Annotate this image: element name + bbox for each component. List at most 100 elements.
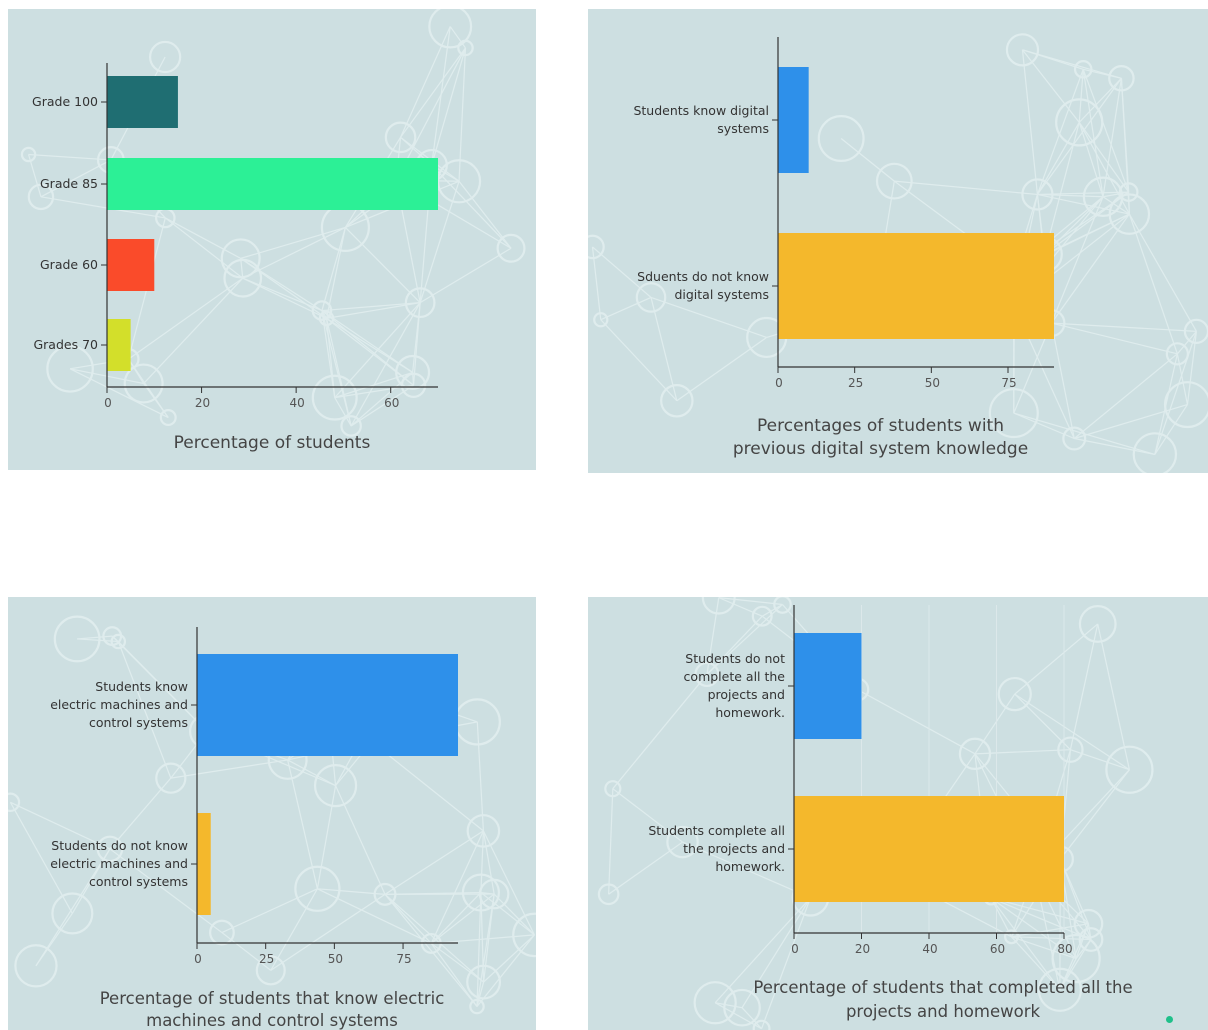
network-link	[1082, 69, 1130, 193]
chart-title-electric-machines: Percentage of students that know electri…	[8, 988, 536, 1030]
network-link	[334, 371, 413, 399]
network-link	[1078, 122, 1130, 193]
network-link	[476, 934, 535, 1007]
bar	[794, 633, 862, 739]
network-link	[1059, 769, 1130, 860]
category-label: Grade 100	[32, 94, 98, 109]
network-node	[14, 944, 58, 988]
network-link	[1022, 49, 1084, 70]
network-node	[1073, 59, 1093, 79]
bar	[778, 233, 1054, 339]
network-node	[1037, 967, 1083, 1012]
network-link	[476, 893, 495, 1007]
network-node	[817, 115, 865, 162]
network-link	[430, 830, 484, 944]
network-link	[608, 788, 614, 895]
network-link	[1176, 330, 1197, 355]
network-link	[1050, 196, 1104, 324]
network-link	[482, 830, 535, 936]
network-node	[384, 121, 417, 154]
network-link	[128, 277, 244, 360]
network-node	[1003, 929, 1019, 945]
network-node	[155, 762, 187, 794]
network-link	[718, 597, 763, 617]
network-node	[469, 998, 485, 1015]
network-node	[1021, 178, 1054, 211]
network-link	[480, 892, 535, 936]
bar	[197, 654, 458, 756]
bar	[107, 158, 438, 210]
bar	[778, 67, 809, 173]
chart-svg-grades: Grade 100 Grade 85 Grade 60 Grades 70 0 20 40 6…	[20, 9, 526, 437]
chart-panel-grades: Grade 100 Grade 85 Grade 60 Grades 70 0 20 40 6…	[8, 9, 536, 470]
network-link	[592, 246, 652, 298]
network-link	[325, 318, 352, 427]
network-link	[430, 893, 495, 944]
network-node	[1055, 98, 1104, 147]
x-tick-label: 60	[384, 396, 399, 410]
network-link	[1051, 322, 1178, 355]
network-link	[1011, 936, 1061, 991]
network-link	[419, 247, 512, 304]
network-link	[1074, 404, 1188, 440]
network-link	[990, 897, 1061, 991]
network-link	[242, 277, 323, 312]
network-link	[371, 741, 484, 832]
x-tick-label: 40	[290, 396, 305, 410]
network-link	[483, 934, 535, 983]
category-label: control systems	[89, 874, 188, 889]
network-node	[512, 912, 536, 958]
category-label: Sduents do not know	[637, 269, 769, 284]
category-label: Grade 85	[40, 176, 98, 191]
network-node	[1165, 342, 1189, 366]
network-link	[321, 310, 413, 373]
network-node	[311, 300, 333, 321]
network-node	[597, 883, 620, 906]
network-node	[51, 892, 94, 935]
network-node	[593, 312, 609, 328]
x-tick-label: 75	[396, 952, 411, 966]
category-label: homework.	[715, 859, 785, 874]
decorative-dot-icon	[1166, 1016, 1173, 1023]
network-link	[600, 296, 652, 321]
network-link	[1128, 213, 1197, 332]
network-link	[1059, 958, 1077, 991]
category-label: Grades 70	[33, 337, 98, 352]
network-node	[457, 39, 474, 57]
chart-svg-digital-knowledge: Students know digital systems Sduents do n…	[588, 33, 1208, 473]
network-link	[608, 841, 683, 895]
network-node	[20, 146, 37, 163]
category-label: Grade 60	[40, 257, 98, 272]
network-link	[287, 759, 336, 787]
network-node	[496, 233, 526, 263]
category-label: control systems	[89, 715, 188, 730]
network-node	[46, 345, 94, 393]
network-link	[431, 47, 467, 166]
network-node	[588, 234, 605, 260]
network-link	[741, 897, 811, 1008]
network-link	[715, 1002, 743, 1009]
network-link	[143, 277, 244, 384]
chart-title-line: Percentage of students that completed al…	[753, 978, 1133, 997]
network-link	[1069, 623, 1099, 750]
category-label: homework.	[715, 705, 785, 720]
network-link	[482, 830, 495, 895]
network-node	[1105, 745, 1154, 794]
chart-title-line: Percentages of students with	[757, 416, 1004, 436]
bar	[107, 239, 155, 291]
network-link	[430, 892, 482, 944]
network-link	[1011, 936, 1077, 960]
network-link	[476, 721, 484, 831]
network-link	[325, 318, 336, 398]
category-label: the projects and	[683, 841, 785, 856]
x-tick-label: 0	[104, 396, 112, 410]
x-tick-label: 0	[194, 952, 202, 966]
network-link	[1128, 213, 1178, 355]
network-node	[294, 865, 341, 912]
chart-svg-electric-machines: Students know electric machines and contro…	[8, 615, 536, 1015]
network-link	[718, 597, 783, 606]
network-link	[1074, 437, 1155, 456]
network-link	[1120, 78, 1130, 215]
network-link	[1036, 122, 1080, 195]
network-link	[35, 848, 111, 967]
